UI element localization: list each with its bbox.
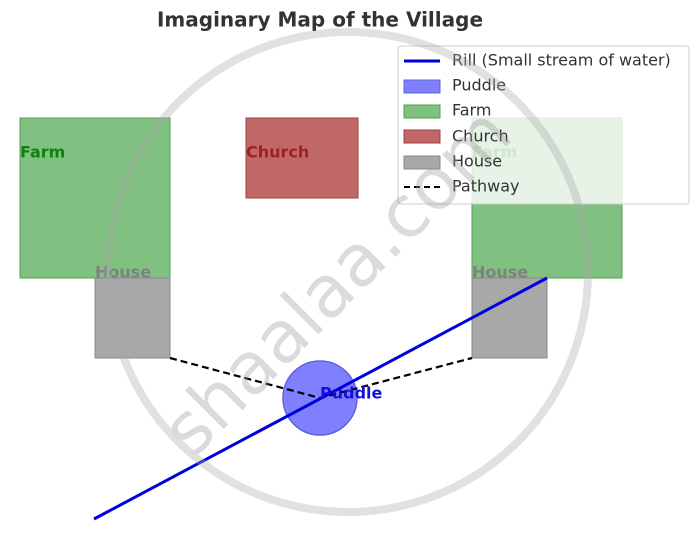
- legend-label: House: [452, 152, 502, 171]
- legend-swatch: [403, 79, 441, 94]
- legend-label: Farm: [452, 101, 491, 120]
- legend-swatch: [403, 104, 441, 119]
- church-label: Church: [246, 143, 309, 162]
- legend-swatch: [403, 155, 441, 170]
- legend-label: Puddle: [452, 76, 506, 95]
- watermark-ring: [104, 28, 592, 516]
- church: [245, 117, 359, 199]
- puddle-label: Puddle: [320, 384, 383, 403]
- house-right: [471, 277, 548, 359]
- rill: [93, 276, 548, 521]
- title: Imaginary Map of the Village: [157, 8, 483, 32]
- house-left: [94, 277, 171, 359]
- legend-label: Pathway: [452, 177, 520, 196]
- legend-label: Rill (Small stream of water): [452, 51, 671, 70]
- house-label: House: [95, 263, 151, 282]
- farm-label: Farm: [20, 143, 65, 162]
- legend-swatch: [403, 129, 441, 144]
- farm-left: [19, 117, 171, 279]
- legend-box: [397, 45, 690, 205]
- legend-label: Church: [452, 127, 509, 146]
- legend: Rill (Small stream of water) Puddle Farm…: [397, 45, 690, 205]
- house-label: House: [472, 263, 528, 282]
